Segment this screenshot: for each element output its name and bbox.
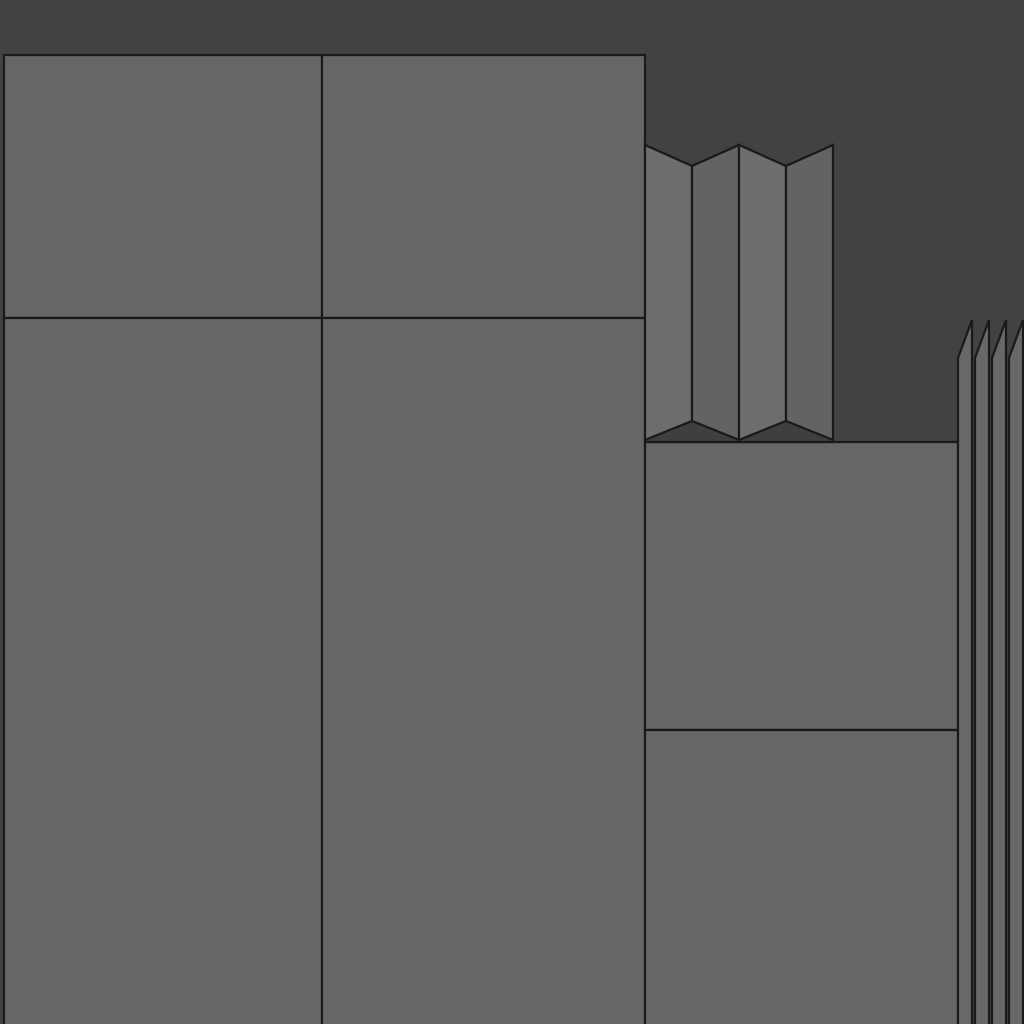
ledge-group[interactable] — [643, 440, 960, 1024]
fin-2[interactable] — [973, 319, 991, 1024]
slab-upper-right[interactable] — [320, 53, 647, 320]
fin-row[interactable] — [956, 319, 1024, 1024]
accordion-bottom-recess — [643, 419, 835, 444]
accordion-fold-3[interactable] — [737, 143, 788, 442]
accordion-fold-2[interactable] — [690, 143, 741, 442]
accordion-fold-1[interactable] — [643, 143, 694, 442]
fin-1[interactable] — [956, 319, 974, 1024]
slab-group[interactable] — [2, 53, 647, 1024]
slab-lower-right[interactable] — [320, 316, 647, 1024]
slab-lower-left[interactable] — [2, 316, 324, 1024]
accordion-fold-strip[interactable] — [643, 143, 835, 444]
fin-3[interactable] — [990, 319, 1008, 1024]
ledge-low-panel[interactable] — [643, 728, 960, 1024]
fin-4[interactable] — [1007, 319, 1024, 1024]
ledge-mid-panel[interactable] — [643, 440, 960, 732]
accordion-fold-4[interactable] — [784, 143, 835, 442]
slab-upper-left[interactable] — [2, 53, 324, 320]
